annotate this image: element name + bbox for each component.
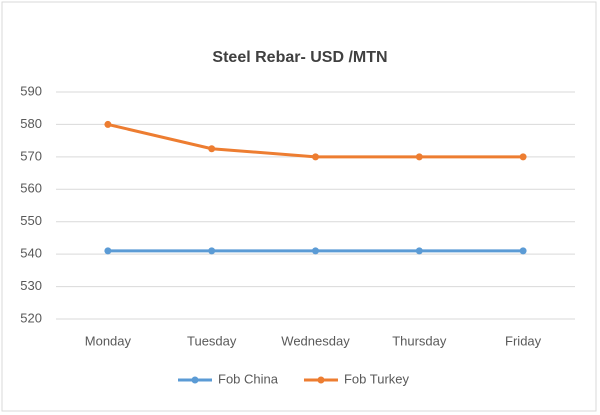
data-point (415, 247, 423, 255)
data-point (519, 247, 527, 255)
data-point (519, 153, 527, 161)
y-tick-label: 530 (20, 278, 42, 293)
y-tick-label: 550 (20, 213, 42, 228)
data-point (415, 153, 423, 161)
data-point (104, 120, 112, 128)
data-point (208, 145, 216, 153)
y-tick-label: 580 (20, 116, 42, 131)
data-point (312, 247, 319, 255)
x-tick-label: Monday (85, 333, 132, 348)
data-point (312, 153, 319, 161)
y-tick-label: 590 (20, 83, 42, 98)
chart-title: Steel Rebar- USD /MTN (212, 49, 387, 66)
y-tick-label: 560 (20, 181, 42, 196)
x-tick-label: Wednesday (281, 333, 350, 348)
y-tick-label: 540 (20, 246, 42, 261)
x-tick-label: Tuesday (187, 333, 237, 348)
legend-label: Fob Turkey (344, 371, 410, 386)
legend-marker (317, 376, 325, 384)
x-tick-label: Friday (505, 333, 542, 348)
data-point (104, 247, 112, 255)
legend-label: Fob China (218, 371, 279, 386)
x-tick-label: Thursday (392, 333, 447, 348)
y-tick-label: 520 (20, 310, 42, 325)
y-tick-label: 570 (20, 148, 42, 163)
data-point (208, 247, 216, 255)
legend-marker (191, 376, 199, 384)
